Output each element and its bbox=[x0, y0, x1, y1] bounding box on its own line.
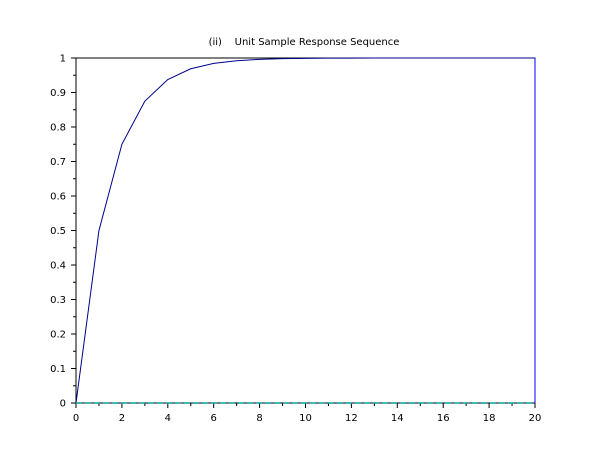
series-line-1 bbox=[75, 57, 535, 404]
y-tick-label: 0.9 bbox=[50, 88, 66, 99]
y-tick-label: 0.4 bbox=[50, 261, 66, 272]
x-tick-label: 14 bbox=[391, 413, 404, 424]
y-tick-label: 0.7 bbox=[50, 157, 66, 168]
x-tick-label: 0 bbox=[73, 413, 79, 424]
x-tick-label: 6 bbox=[211, 413, 217, 424]
x-tick-label: 18 bbox=[483, 413, 496, 424]
chart-title: (ii) Unit Sample Response Sequence bbox=[209, 37, 400, 48]
axis-ticks: 0 2 4 6 8 10 12 14 16 18 20 0 0.1 0.2 0.3 0.4 0.5 0.6 0.7 0… bbox=[50, 54, 541, 425]
x-tick-label: 12 bbox=[345, 413, 358, 424]
x-tick-label: 10 bbox=[299, 413, 312, 424]
x-tick-label: 2 bbox=[119, 413, 125, 424]
y-tick-label: 0.1 bbox=[50, 364, 66, 375]
y-tick-label: 0.3 bbox=[50, 295, 66, 306]
y-tick-label: 0 bbox=[60, 399, 66, 410]
series-layer bbox=[75, 57, 535, 404]
y-tick-label: 0.8 bbox=[50, 123, 66, 134]
x-tick-label: 8 bbox=[256, 413, 262, 424]
y-tick-label: 0.2 bbox=[50, 330, 66, 341]
x-tick-label: 16 bbox=[437, 413, 450, 424]
x-tick-label: 20 bbox=[529, 413, 542, 424]
y-tick-label: 0.5 bbox=[50, 226, 66, 237]
plot-frame bbox=[75, 57, 536, 404]
y-tick-label: 1 bbox=[60, 54, 66, 65]
y-tick-label: 0.6 bbox=[50, 192, 66, 203]
x-tick-label: 4 bbox=[165, 413, 171, 424]
